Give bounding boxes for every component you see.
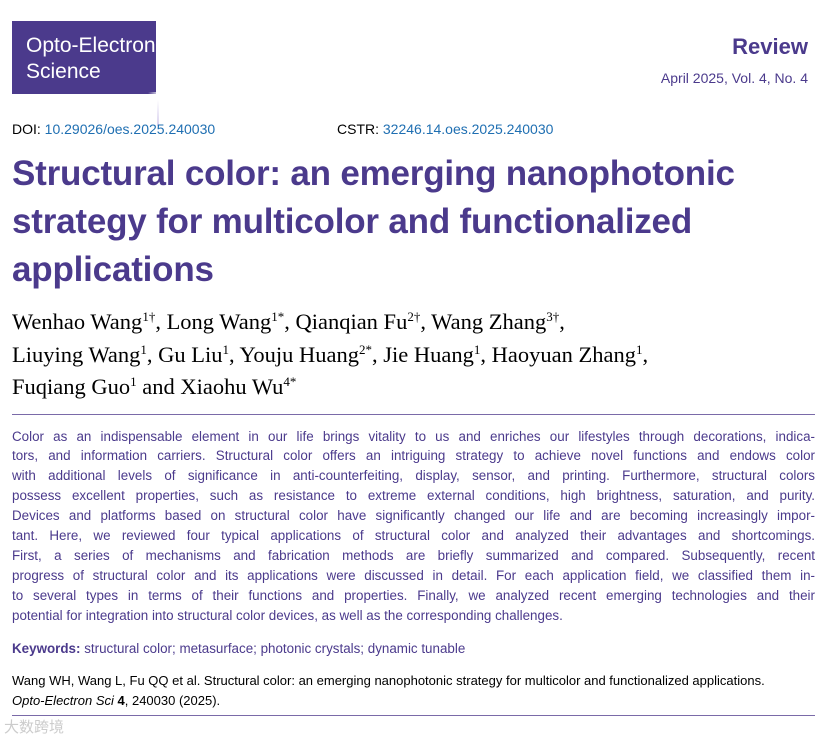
author-list: Wenhao Wang1†, Long Wang1*, Qianqian Fu2…: [12, 309, 649, 399]
cstr-link[interactable]: 32246.14.oes.2025.240030: [382, 121, 554, 137]
divider: [12, 413, 815, 415]
keywords: Keywords: structural color; metasurface;…: [12, 640, 815, 658]
journal-name-line2: Science: [26, 60, 101, 83]
author: Gu Liu1: [158, 342, 229, 367]
author: Haoyuan Zhang1: [492, 342, 643, 367]
watermark: 大数跨境: [4, 718, 65, 736]
author-affiliation: 1: [635, 341, 643, 357]
abstract-line: tant. Here, we reviewed four typical app…: [12, 528, 815, 544]
author-affiliation: 4*: [283, 374, 297, 389]
journal-logo: Opto-Electronic Science: [12, 21, 172, 126]
author-name: Liuying Wang: [12, 341, 141, 367]
doi-label: DOI:: [12, 121, 41, 137]
abstract-line: Devices and platforms based on structura…: [12, 508, 815, 524]
author-affiliation: 1: [473, 341, 481, 357]
journal-name-line1: Opto-Electronic: [26, 34, 171, 57]
abstract-line: with additional levels of significance i…: [12, 468, 815, 484]
sparkle-icon-vertical: [157, 74, 159, 126]
author: Jie Huang1: [383, 342, 480, 367]
sparkle-icon: [148, 92, 172, 94]
author-name: Jie Huang: [383, 341, 474, 367]
author: Long Wang1*: [167, 309, 285, 334]
cstr: CSTR: 32246.14.oes.2025.240030: [337, 121, 553, 137]
author-affiliation: 1: [140, 341, 147, 357]
author-name: Long Wang: [166, 309, 272, 334]
citation-rest: , 240030 (2025).: [124, 692, 221, 708]
author: Liuying Wang1: [12, 342, 147, 367]
author-affiliation: 3†: [546, 309, 560, 324]
keywords-text: structural color; metasurface; photonic …: [84, 640, 466, 656]
author-affiliation: 1*: [271, 309, 285, 324]
author-affiliation: 2†: [407, 309, 421, 324]
article-type: Review: [732, 34, 808, 59]
author: Youju Huang2*: [239, 342, 372, 367]
author-name: Wang Zhang: [431, 309, 547, 334]
authors-and: and: [142, 374, 175, 399]
issue-info: April 2025, Vol. 4, No. 4: [660, 70, 808, 86]
footer: 大数跨境: [4, 714, 815, 737]
author-name: Wenhao Wang: [12, 309, 143, 334]
author-name: Gu Liu: [158, 341, 223, 367]
author: Wang Zhang3†: [431, 309, 559, 334]
citation: Wang WH, Wang L, Fu QQ et al. Structural…: [12, 671, 815, 711]
author-affiliation: 1†: [142, 309, 156, 324]
author-name: Youju Huang: [239, 341, 360, 367]
keywords-label: Keywords:: [12, 640, 81, 656]
author: Xiaohu Wu4*: [180, 374, 296, 399]
divider-bottom: [12, 714, 815, 716]
author-name: Qianqian Fu: [295, 309, 408, 334]
doi-link[interactable]: 10.29026/oes.2025.240030: [44, 121, 216, 137]
author: Fuqiang Guo1: [12, 374, 137, 399]
abstract-line: potential for integration into structura…: [12, 607, 563, 623]
author-affiliation: 1: [222, 341, 230, 357]
author: Qianqian Fu2†: [295, 309, 420, 334]
abstract-line: First, a series of mechanisms and fabric…: [12, 547, 815, 563]
abstract-line: progress of structural color and its app…: [12, 567, 815, 583]
author-name: Fuqiang Guo: [12, 374, 131, 399]
author-affiliation: 1: [130, 374, 137, 389]
abstract-line: tors, and information carriers. Structur…: [12, 448, 815, 464]
author-affiliation: 2*: [359, 341, 373, 357]
citation-journal: Opto-Electron Sci: [12, 692, 114, 708]
author-name: Haoyuan Zhang: [491, 341, 636, 367]
abstract-line: Color as an indispensable element in our…: [12, 428, 815, 444]
cstr-label: CSTR:: [337, 121, 379, 137]
citation-volume: 4: [117, 692, 125, 708]
doi: DOI: 10.29026/oes.2025.240030: [12, 121, 215, 137]
abstract-line: to several types in terms of their funct…: [12, 587, 815, 603]
abstract-line: possess excellent properties, such as re…: [12, 488, 815, 504]
author: Wenhao Wang1†: [12, 309, 155, 334]
author-name: Xiaohu Wu: [180, 374, 284, 399]
article-body: Structural color: an emerging nanophoton…: [4, 150, 815, 737]
abstract: Color as an indispensable element in our…: [12, 427, 815, 626]
paper-title: Structural color: an emerging nanophoton…: [12, 154, 735, 289]
citation-line1: Wang WH, Wang L, Fu QQ et al. Structural…: [12, 672, 765, 688]
